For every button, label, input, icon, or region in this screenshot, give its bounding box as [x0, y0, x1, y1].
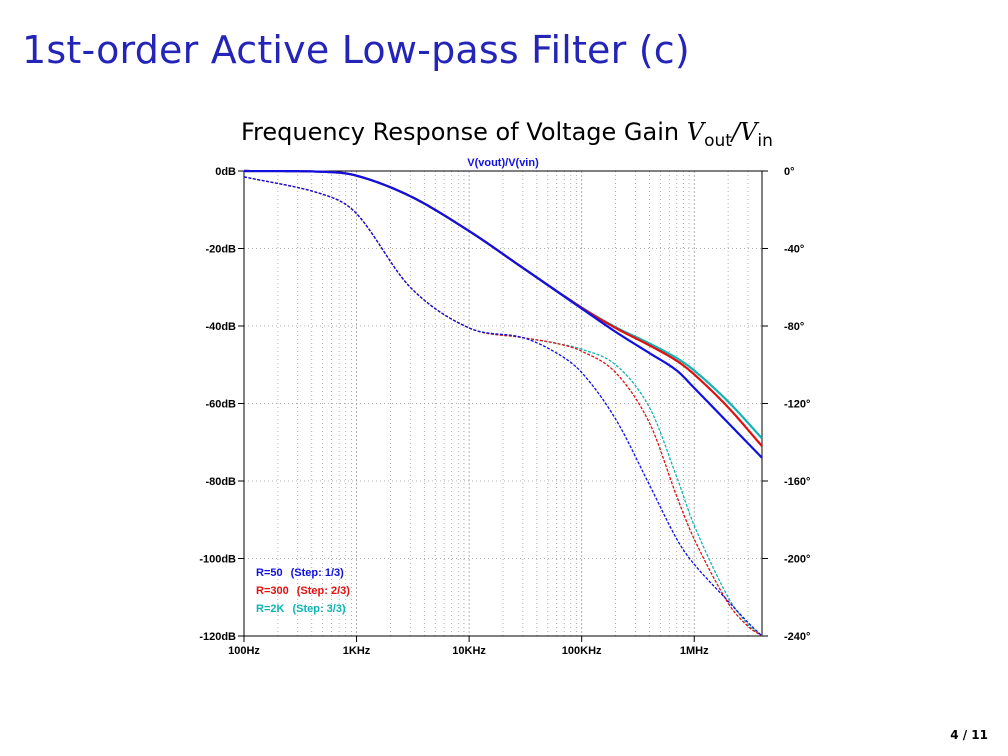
- legend-series-name: R=300: [256, 585, 289, 597]
- y-tick-label: -120dB: [199, 631, 236, 643]
- legend-entry: R=300 (Step: 2/3): [256, 585, 350, 597]
- grid-lines: [244, 171, 762, 636]
- legend-step-label: (Step: 2/3): [297, 585, 351, 597]
- v-in-subscript: in: [757, 130, 773, 151]
- legend-series-name: R=50: [256, 567, 283, 579]
- legend-entry: R=50 (Step: 1/3): [256, 567, 344, 579]
- legend-series-name: R=2K: [256, 603, 284, 615]
- y2-tick-label: -120°: [784, 399, 810, 411]
- x-tick-label: 100Hz: [228, 645, 260, 657]
- chart-heading-prefix: Frequency Response of Voltage Gain: [241, 118, 687, 146]
- chart-heading: Frequency Response of Voltage Gain Vout/…: [241, 118, 773, 151]
- x-tick-label: 1MHz: [680, 645, 709, 657]
- y2-tick-label: -80°: [784, 321, 804, 333]
- legend-step-label: (Step: 3/3): [292, 603, 346, 615]
- page-number: 4 / 11: [950, 728, 988, 742]
- series-curves: [243, 169, 763, 637]
- plot-title: V(vout)/V(vin): [467, 157, 539, 169]
- y-tick-label: -100dB: [199, 554, 236, 566]
- slide-title: 1st-order Active Low-pass Filter (c): [22, 28, 690, 72]
- y-tick-label: 0dB: [215, 166, 236, 178]
- axes: 0dB -20dB -40dB -60dB -80dB -100dB -120dB 0° -40…: [199, 166, 810, 657]
- legend-step-label: (Step: 1/3): [291, 567, 345, 579]
- y-tick-label: -60dB: [205, 399, 236, 411]
- phase-curve: [243, 176, 763, 637]
- v-out-subscript: out: [704, 130, 732, 151]
- ratio-slash: /: [731, 118, 741, 146]
- x-tick-label: 100KHz: [562, 645, 602, 657]
- y2-tick-label: -200°: [784, 554, 810, 566]
- y2-tick-label: -40°: [784, 244, 804, 256]
- magnitude-curve: [243, 169, 763, 447]
- y-tick-label: -20dB: [205, 244, 236, 256]
- y-tick-label: -80dB: [205, 476, 236, 488]
- legend-entry: R=2K (Step: 3/3): [256, 603, 346, 615]
- magnitude-curve: [243, 169, 763, 459]
- x-tick-label: 1KHz: [343, 645, 371, 657]
- y2-tick-label: 0°: [784, 166, 795, 178]
- y2-tick-label: -240°: [784, 631, 810, 643]
- y2-tick-label: -160°: [784, 476, 810, 488]
- x-tick-label: 10KHz: [452, 645, 486, 657]
- v-out-symbol: V: [686, 118, 705, 146]
- y-tick-label: -40dB: [205, 321, 236, 333]
- legend: R=50 (Step: 1/3)R=300 (Step: 2/3) R=2K (Step…: [256, 567, 350, 615]
- v-in-symbol: V: [740, 118, 758, 146]
